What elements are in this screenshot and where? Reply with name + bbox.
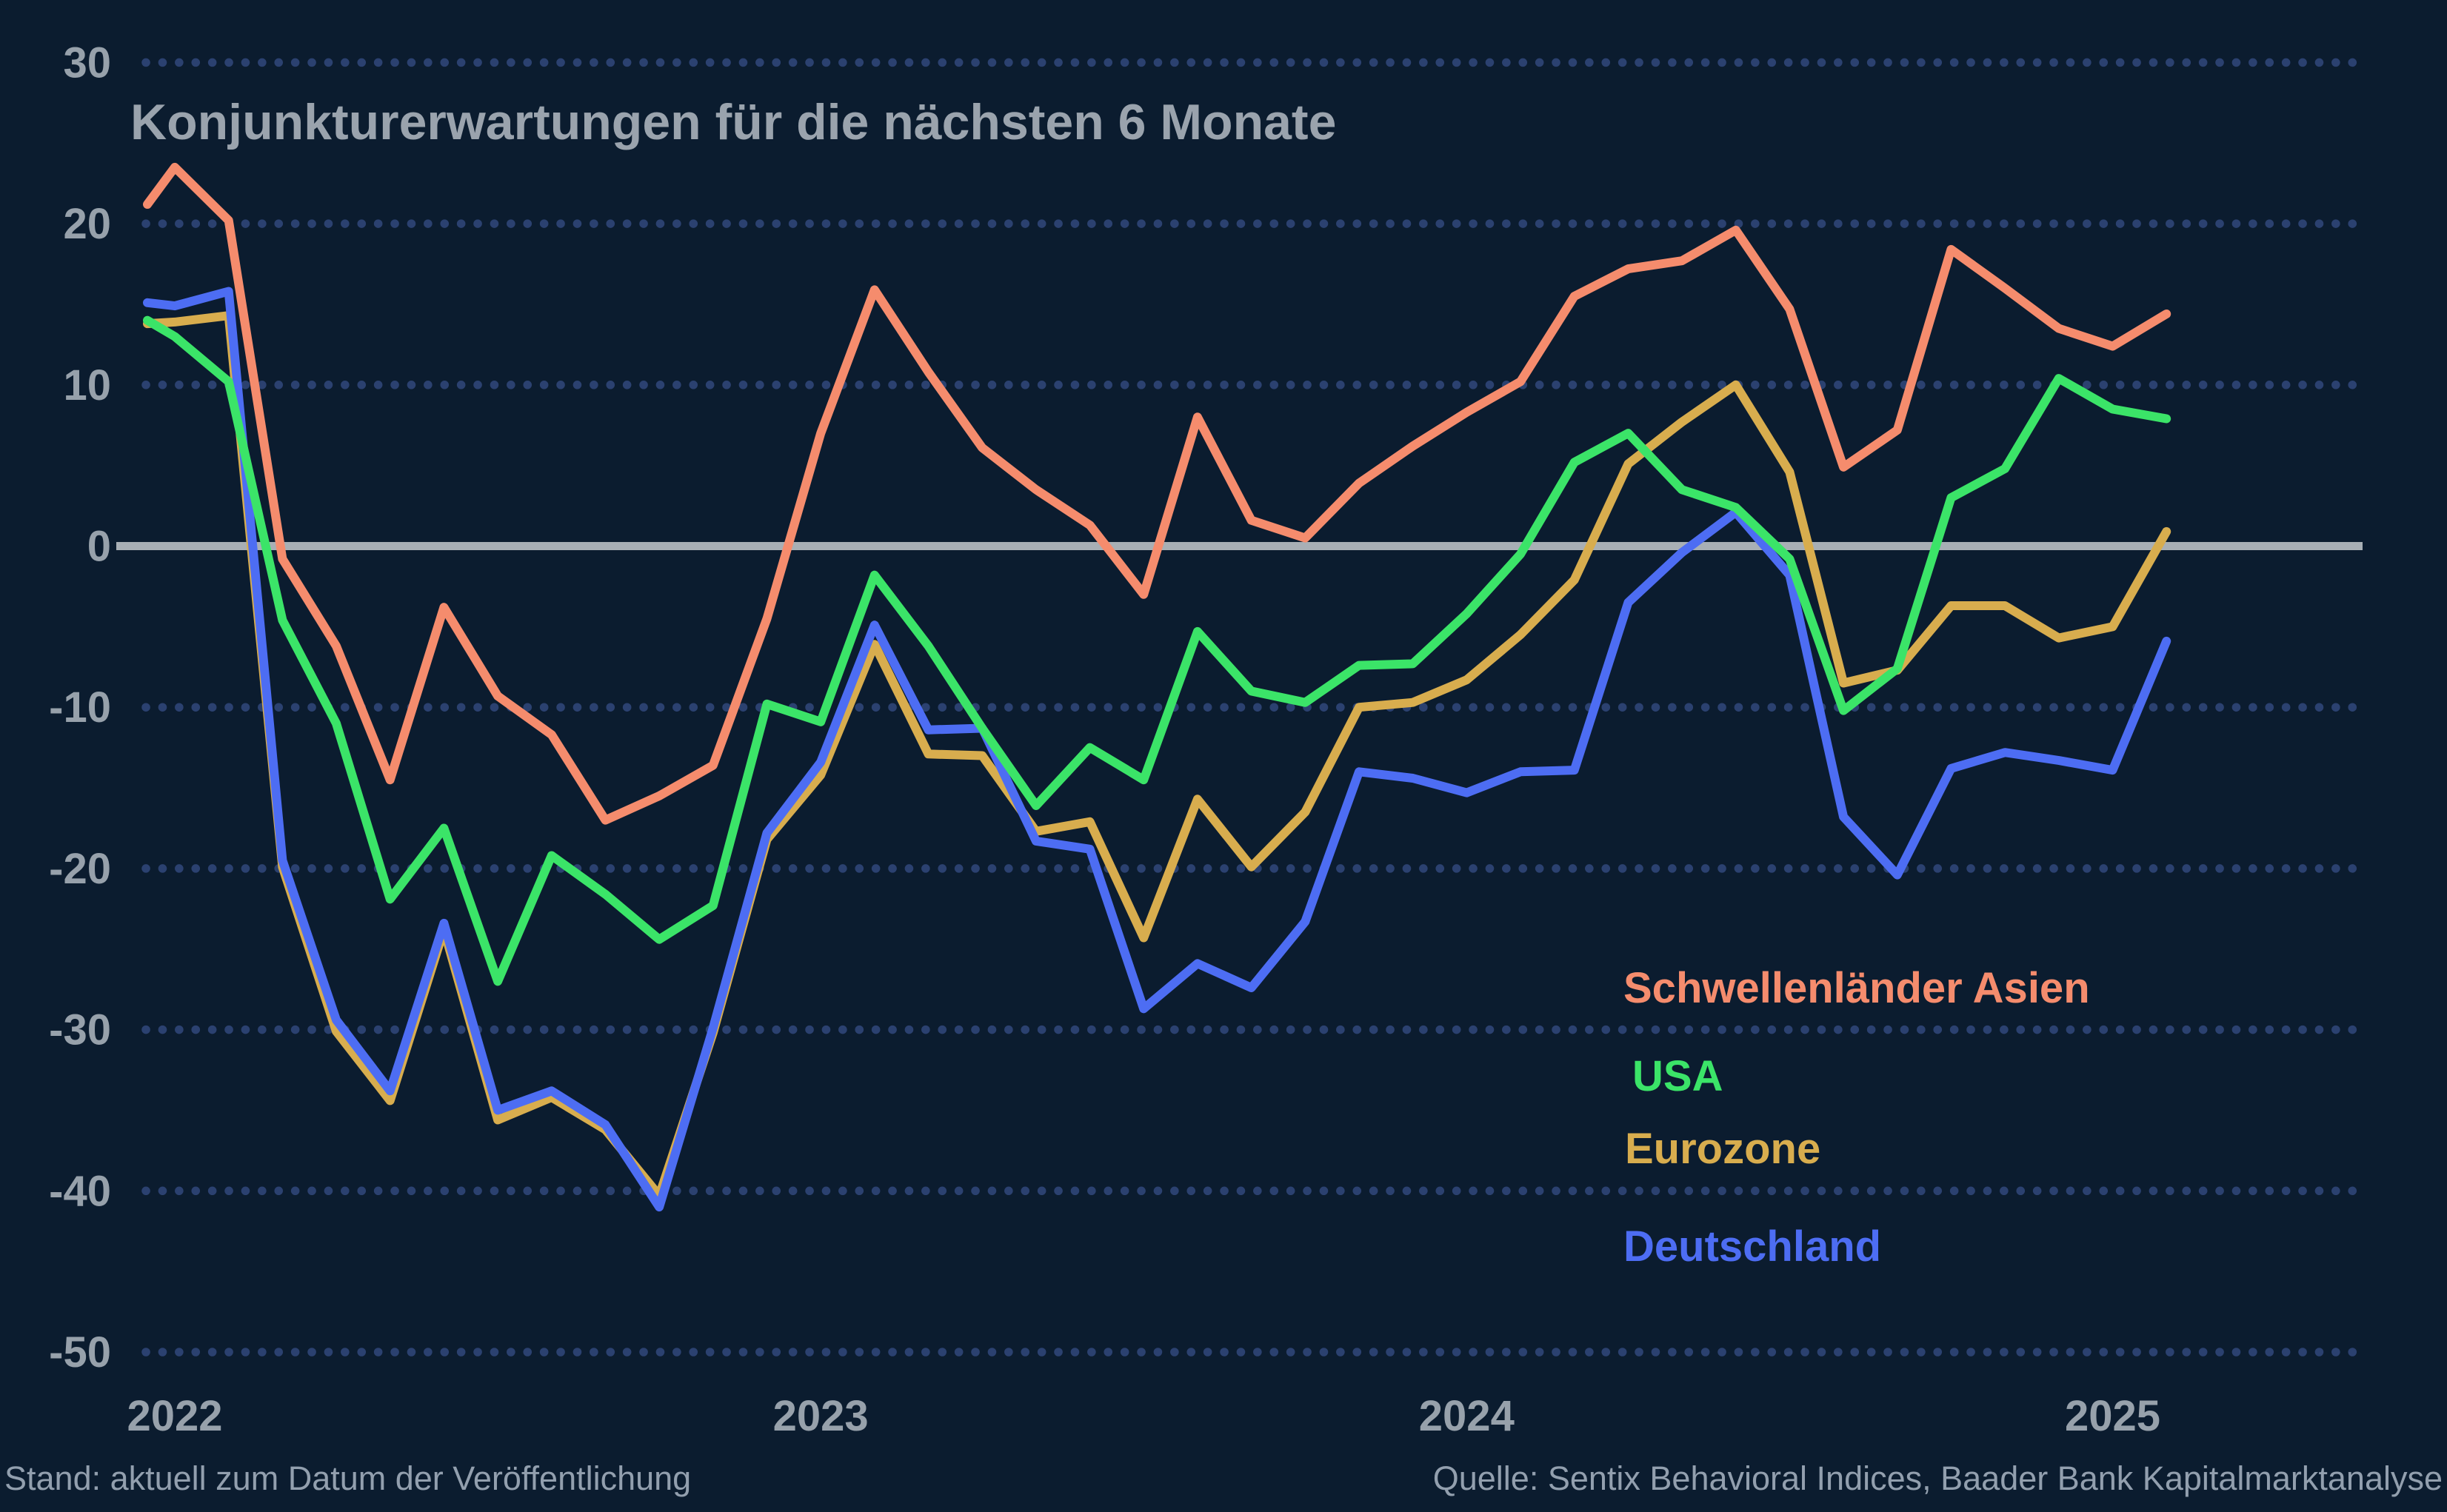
- x-tick-label-2023: 2023: [773, 1392, 869, 1440]
- legend: Schwellenländer Asien USA Eurozone Deuts…: [1623, 964, 2090, 1271]
- y-axis-labels: 30 20 10 0 -10 -20 -30 -40 -50: [49, 39, 111, 1376]
- series-line-schwellenl-nder-asien: [143, 162, 2171, 825]
- y-tick-label--20: -20: [49, 845, 111, 893]
- legend-item-usa: USA: [1632, 1052, 1723, 1100]
- legend-item-eurozone: Eurozone: [1625, 1125, 1820, 1173]
- footer-status-text: Stand: aktuell zum Datum der Veröffentli…: [4, 1459, 691, 1497]
- y-tick-label--10: -10: [49, 683, 111, 732]
- x-tick-label-2025: 2025: [2065, 1392, 2160, 1440]
- series-line-usa: [143, 315, 2171, 986]
- y-tick-label--50: -50: [49, 1328, 111, 1376]
- x-tick-label-2024: 2024: [1419, 1392, 1515, 1440]
- x-axis-labels: 2022 2023 2024 2025: [127, 1392, 2160, 1440]
- y-tick-label-20: 20: [63, 200, 111, 248]
- y-tick-label-0: 0: [87, 523, 111, 571]
- legend-item-deutschland: Deutschland: [1623, 1222, 1881, 1271]
- footer-source-text: Quelle: Sentix Behavioral Indices, Baade…: [1433, 1459, 2443, 1497]
- series-layer: [143, 162, 2171, 1212]
- y-tick-label--30: -30: [49, 1006, 111, 1054]
- series-line-deutschland: [143, 287, 2171, 1212]
- gridlines-layer: [116, 58, 2367, 1357]
- legend-item-schwellenlaender-asien: Schwellenländer Asien: [1623, 964, 2090, 1012]
- y-tick-label-30: 30: [63, 39, 111, 87]
- chart-title: Konjunkturerwartungen für die nächsten 6…: [130, 94, 1336, 150]
- y-tick-label-10: 10: [63, 361, 111, 409]
- y-tick-label--40: -40: [49, 1167, 111, 1215]
- x-tick-label-2022: 2022: [127, 1392, 222, 1440]
